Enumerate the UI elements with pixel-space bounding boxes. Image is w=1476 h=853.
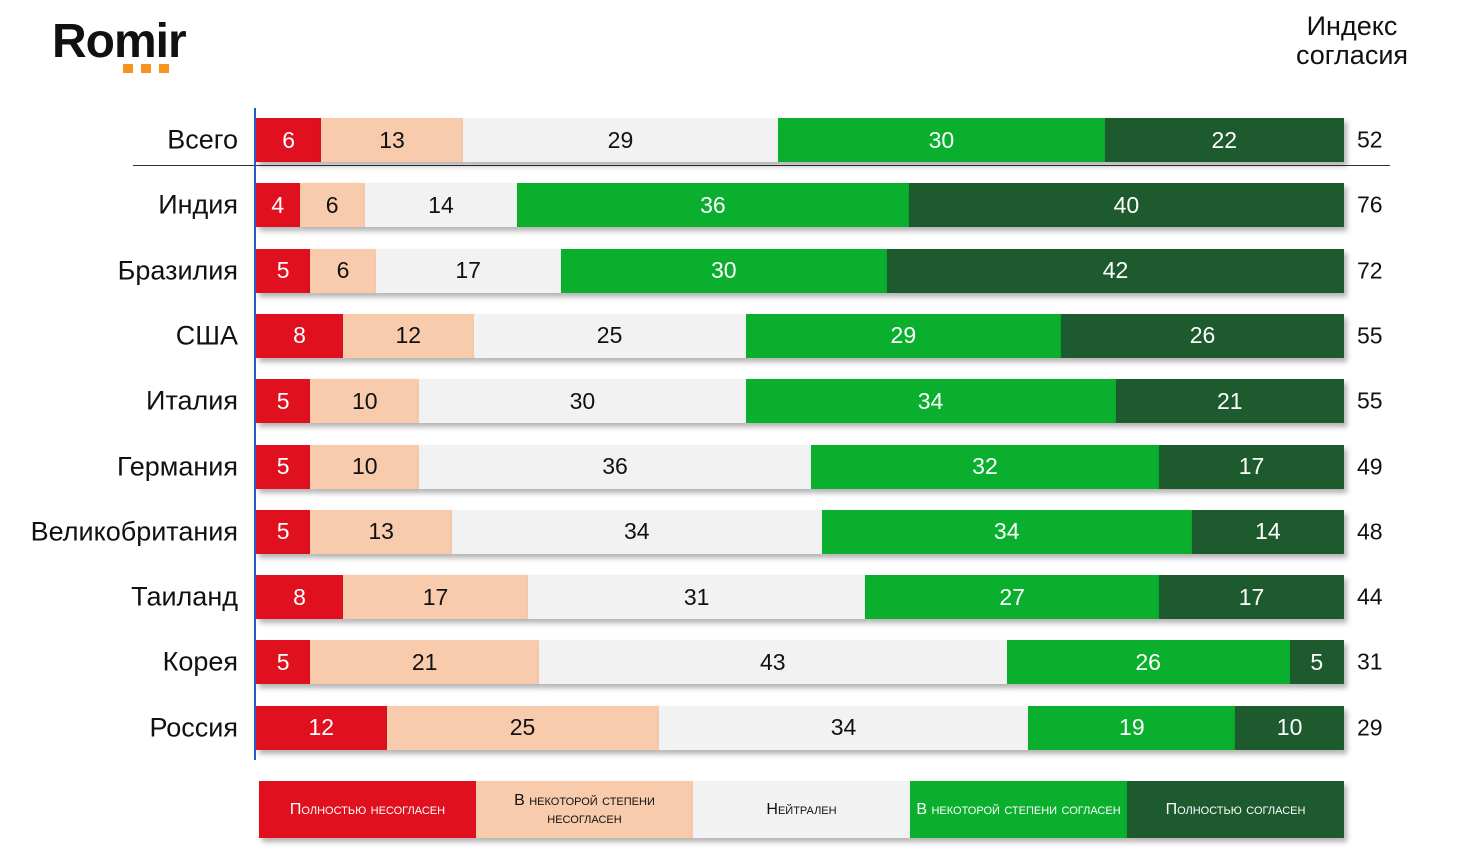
row-label: Великобритания: [30, 516, 238, 547]
bar-segment: 4: [256, 183, 300, 228]
bar-segment: 34: [821, 509, 1192, 554]
bar-segment: 31: [528, 575, 866, 620]
bar-segment: 10: [310, 379, 420, 424]
bar-segment: 12: [343, 313, 474, 358]
bar-segment: 10: [1235, 705, 1344, 750]
logo-dots: [123, 64, 169, 73]
bar-segment: 25: [473, 313, 746, 358]
bar-segment: 5: [256, 379, 311, 424]
index-value: 29: [1357, 714, 1383, 741]
bar-segment: 6: [299, 183, 365, 228]
bar-segment: 5: [256, 640, 311, 685]
row-label: Корея: [162, 646, 238, 677]
bar-segment: 30: [778, 118, 1105, 162]
bar-segment: 21: [1115, 379, 1344, 424]
legend-item: Полностью несогласен: [259, 781, 476, 838]
bar-segment: 6: [256, 118, 322, 162]
row-label: Всего: [167, 124, 238, 155]
index-value: 52: [1357, 126, 1383, 153]
bar-segment: 43: [538, 640, 1007, 685]
bar-segment: 13: [321, 118, 463, 162]
bar-segment: 8: [256, 575, 344, 620]
bar-segment: 29: [462, 118, 779, 162]
bar-segment: 27: [865, 575, 1160, 620]
row-label: Индия: [158, 189, 238, 220]
row-label: Россия: [149, 712, 238, 743]
legend-item: Полностью согласен: [1127, 781, 1344, 838]
bar-segment: 17: [343, 575, 528, 620]
row-label: США: [175, 320, 238, 351]
bar-segment: 36: [419, 444, 811, 489]
bar-segment: 30: [560, 248, 888, 293]
total-separator: [133, 165, 1390, 166]
bar-segment: 17: [1159, 575, 1344, 620]
bar-segment: 5: [1289, 640, 1344, 685]
legend-item: В некоторой степени несогласен: [476, 781, 693, 838]
romir-logo: Romir: [52, 15, 187, 68]
bar-segment: 19: [1028, 705, 1236, 750]
bar-segment: 21: [310, 640, 539, 685]
bar-segment: 30: [419, 379, 746, 424]
index-value: 48: [1357, 518, 1383, 545]
legend-item: В некоторой степени согласен: [910, 781, 1127, 838]
bar-segment: 6: [310, 248, 376, 293]
bar-segment: 17: [375, 248, 561, 293]
bar-segment: 34: [745, 379, 1116, 424]
bar-segment: 42: [887, 248, 1344, 293]
bar-segment: 22: [1104, 118, 1344, 162]
bar-segment: 5: [256, 248, 311, 293]
legend-item: Нейтрален: [693, 781, 910, 838]
bar-segment: 40: [908, 183, 1344, 228]
bar-segment: 25: [386, 705, 659, 750]
row-label: Германия: [116, 451, 238, 481]
bar-segment: 36: [517, 183, 909, 228]
index-value: 31: [1357, 648, 1383, 675]
bar-segment: 14: [364, 183, 518, 228]
index-value: 55: [1357, 387, 1383, 414]
row-label: Италия: [146, 385, 238, 416]
bar-segment: 5: [256, 444, 311, 489]
row-label: Таиланд: [131, 581, 238, 612]
bar-segment: 26: [1061, 313, 1344, 358]
bar-segment: 34: [658, 705, 1029, 750]
row-label: Бразилия: [117, 255, 238, 286]
bar-segment: 8: [256, 313, 344, 358]
bar-segment: 29: [745, 313, 1062, 358]
bar-segment: 13: [310, 509, 452, 554]
bar-segment: 14: [1191, 509, 1344, 554]
bar-segment: 17: [1159, 444, 1344, 489]
index-value: 55: [1357, 322, 1383, 349]
index-title: Индекс согласия: [1295, 11, 1409, 70]
index-value: 49: [1357, 453, 1383, 479]
y-axis-line: [254, 108, 256, 760]
bar-segment: 5: [256, 509, 311, 554]
index-value: 72: [1357, 257, 1383, 284]
bar-segment: 34: [451, 509, 822, 554]
bar-segment: 32: [810, 444, 1160, 489]
index-value: 76: [1357, 191, 1383, 218]
bar-segment: 26: [1006, 640, 1290, 685]
bar-segment: 12: [256, 705, 387, 750]
index-value: 44: [1357, 583, 1383, 610]
bar-segment: 10: [310, 444, 420, 489]
